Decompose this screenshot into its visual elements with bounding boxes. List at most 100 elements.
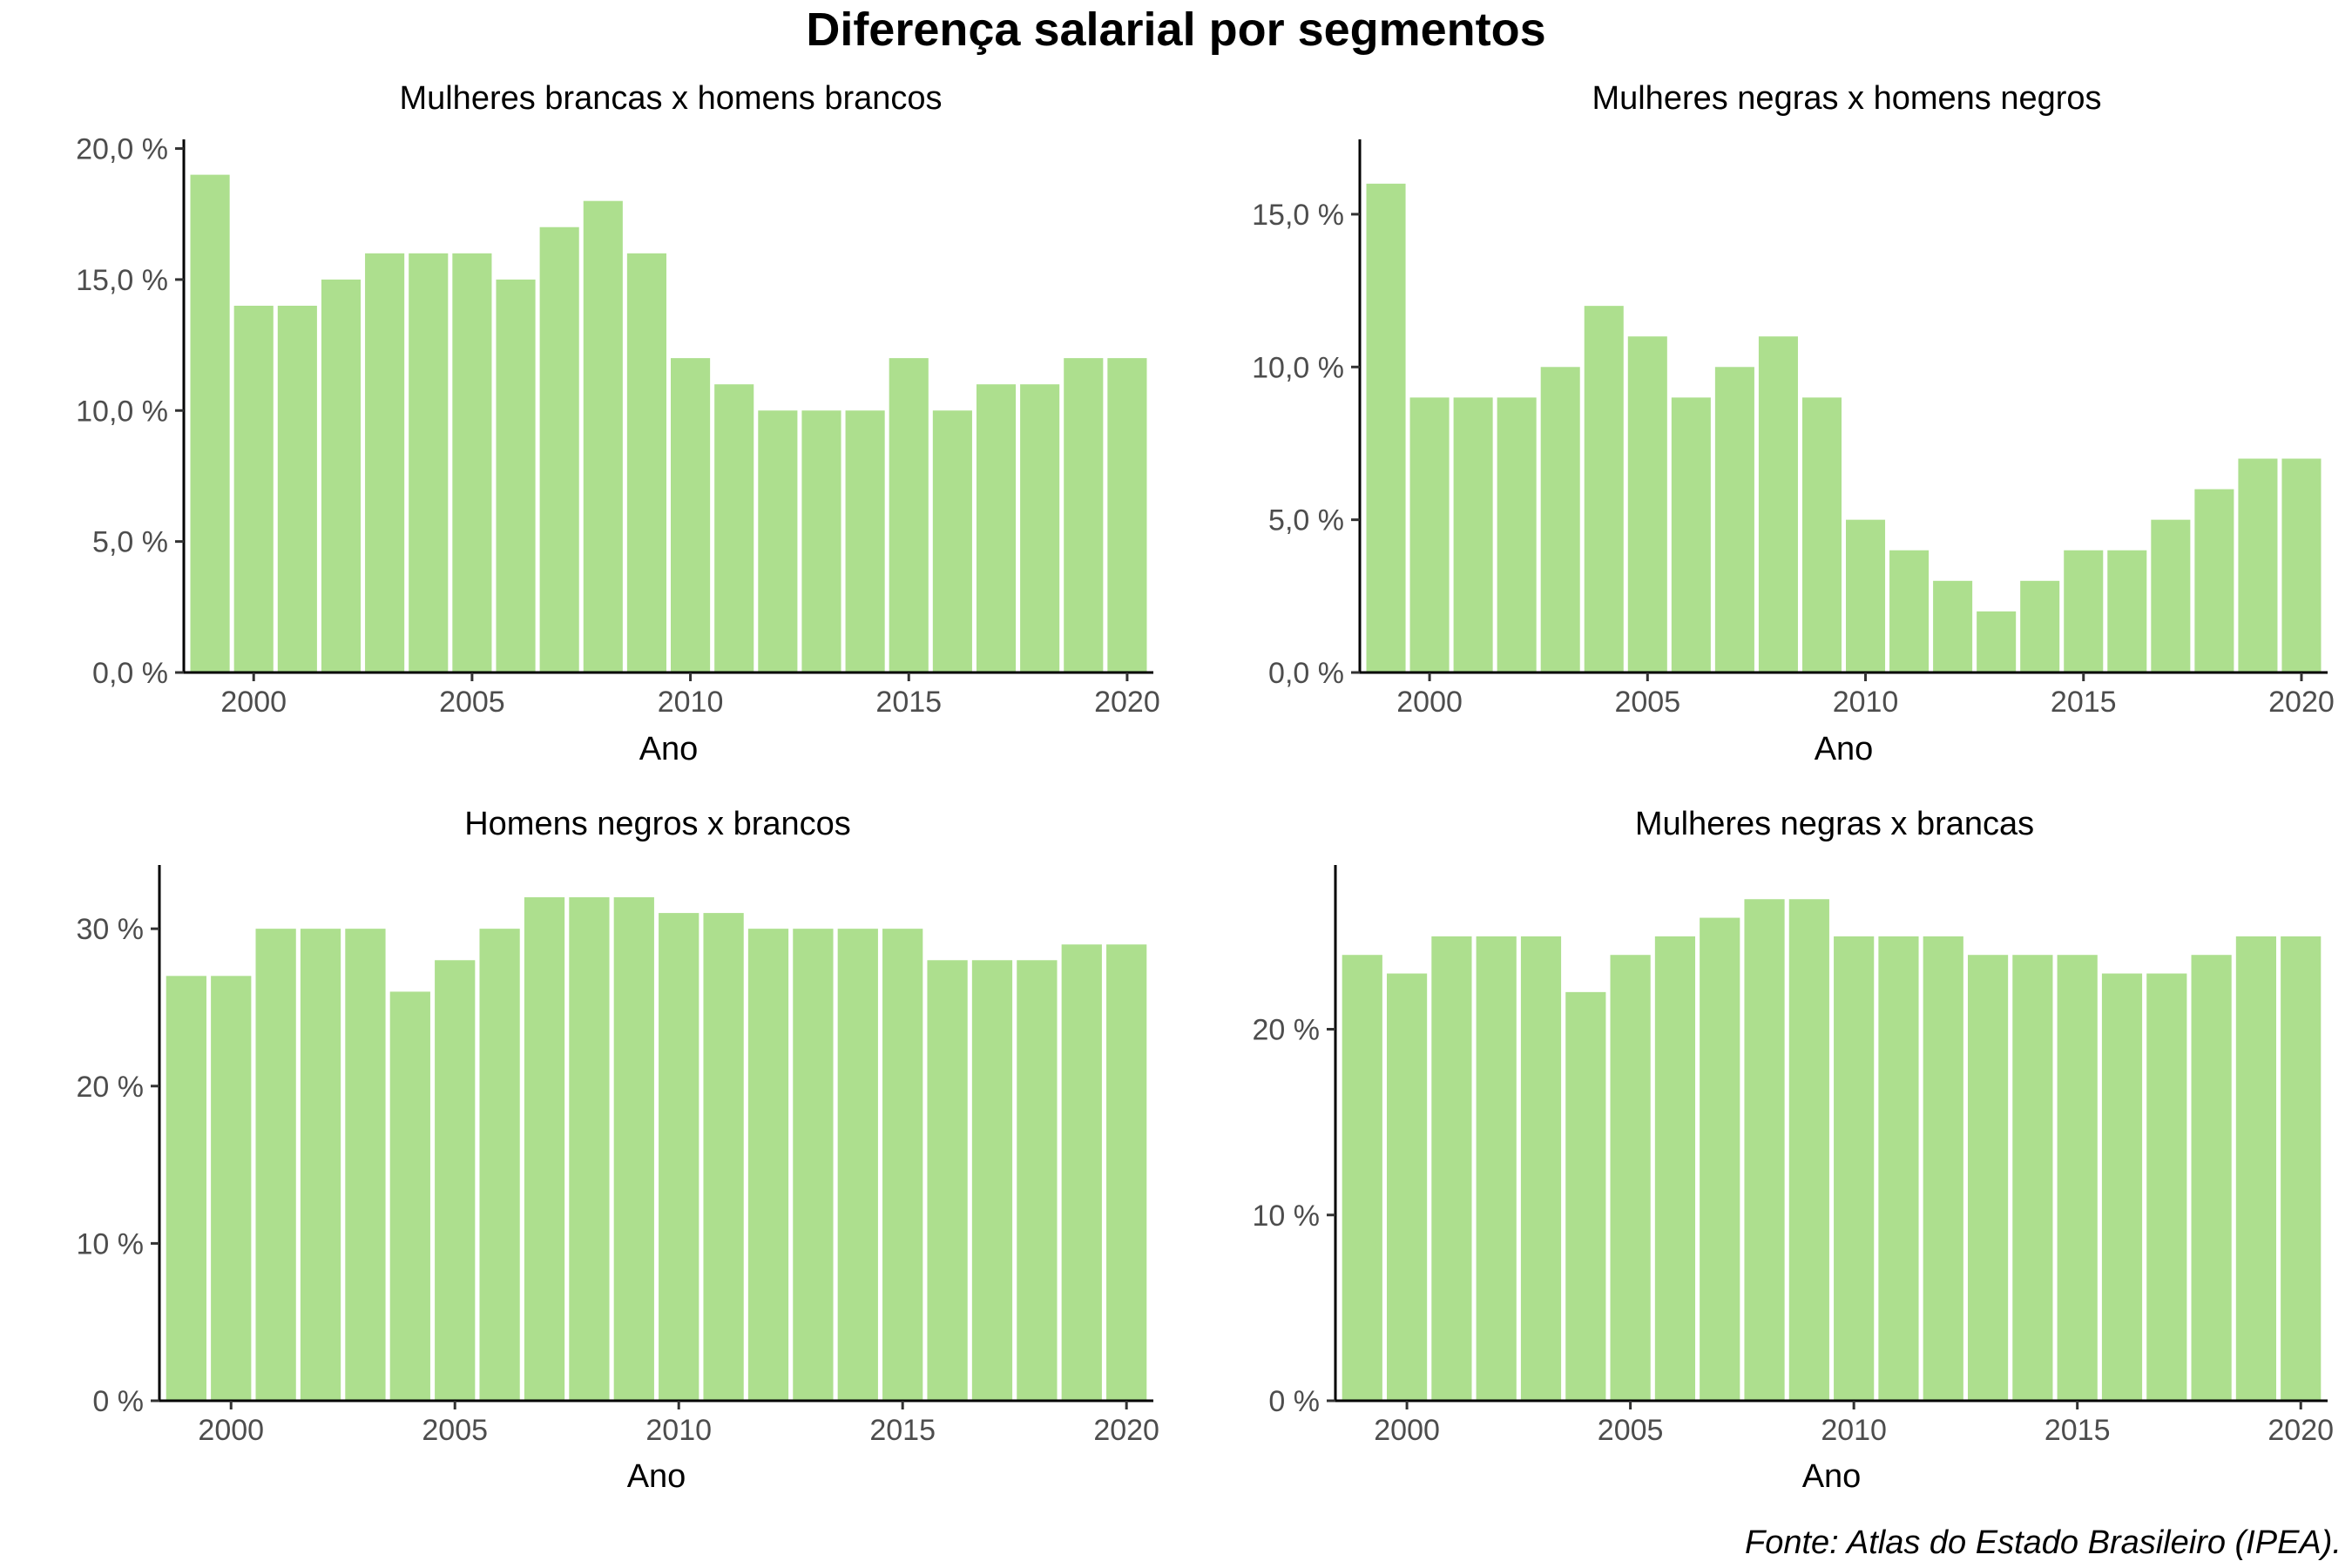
- bar-2016: [2107, 550, 2147, 672]
- bar-2018: [1017, 960, 1058, 1401]
- bar-2019: [2235, 936, 2276, 1401]
- bar-2005: [1610, 955, 1651, 1401]
- y-tick-label: 10,0 %: [76, 395, 168, 428]
- bar-2015: [2064, 550, 2104, 672]
- x-tick-label: 2000: [1374, 1414, 1440, 1447]
- bar-1999: [166, 976, 206, 1401]
- x-tick-label: 2000: [198, 1414, 264, 1447]
- x-tick-label: 2010: [658, 686, 724, 719]
- bar-2002: [300, 929, 341, 1401]
- bar-2006: [496, 279, 536, 672]
- chart-panel: Mulheres negras x homens negros 0,0 % 5,0 …: [1252, 80, 2335, 767]
- y-tick-label: 20 %: [1253, 1014, 1321, 1047]
- bar-2002: [321, 279, 362, 672]
- x-tick-label: 2015: [2044, 1414, 2111, 1447]
- y-tick-label: 5,0 %: [92, 526, 168, 559]
- bar-2006: [1671, 397, 1711, 672]
- y-tick-label: 0 %: [1268, 1385, 1320, 1418]
- bar-2009: [613, 897, 654, 1401]
- bar-2004: [1584, 306, 1624, 672]
- x-axis-title: Ano: [1815, 731, 1874, 767]
- bar-2008: [1744, 899, 1785, 1401]
- y-tick-label: 10 %: [77, 1227, 145, 1260]
- x-tick-label: 2015: [875, 686, 942, 719]
- bar-2008: [583, 200, 623, 673]
- x-tick-label: 2010: [1833, 686, 1899, 719]
- bar-2020: [1107, 358, 1147, 672]
- x-tick-label: 2020: [1093, 1414, 1159, 1447]
- bar-2001: [277, 305, 317, 672]
- bar-2019: [2238, 458, 2278, 672]
- y-tick-label: 20,0 %: [76, 133, 168, 166]
- y-tick-label: 15,0 %: [76, 264, 168, 297]
- bar-2019: [1064, 358, 1104, 672]
- bar-2004: [1565, 991, 1606, 1401]
- bar-2009: [1788, 899, 1829, 1401]
- bar-2012: [747, 929, 789, 1401]
- bar-2000: [1409, 397, 1450, 672]
- bar-2005: [452, 253, 492, 672]
- x-tick-label: 2020: [1094, 686, 1160, 719]
- bar-2008: [1758, 336, 1798, 672]
- x-tick-label: 2010: [645, 1414, 712, 1447]
- bar-2011: [1889, 550, 1930, 672]
- bar-2010: [1834, 936, 1875, 1401]
- bar-2011: [1878, 936, 1919, 1401]
- bar-2008: [569, 897, 610, 1401]
- bar-2007: [1700, 917, 1740, 1401]
- bar-2013: [793, 929, 834, 1401]
- panel-title: Mulheres brancas x homens brancos: [399, 80, 942, 117]
- x-tick-label: 2010: [1821, 1414, 1887, 1447]
- bar-2018: [2191, 955, 2232, 1401]
- bar-2017: [2151, 519, 2191, 672]
- bar-2015: [2057, 955, 2098, 1401]
- x-axis-title: Ano: [627, 1458, 686, 1495]
- bar-2011: [714, 384, 754, 672]
- bar-2017: [971, 960, 1013, 1401]
- bar-1999: [1342, 955, 1382, 1401]
- bar-2015: [882, 929, 923, 1401]
- bar-2003: [1540, 367, 1580, 672]
- bar-2002: [1497, 397, 1537, 672]
- y-tick-label: 0,0 %: [92, 657, 168, 690]
- x-tick-label: 2015: [869, 1414, 936, 1447]
- chart-panel: Mulheres brancas x homens brancos 0,0 % 5,…: [76, 80, 1160, 767]
- bar-2007: [524, 897, 565, 1401]
- bar-2017: [976, 384, 1017, 672]
- bar-2009: [626, 253, 666, 672]
- y-tick-label: 10 %: [1253, 1200, 1321, 1233]
- bar-2020: [2281, 936, 2322, 1401]
- bar-2016: [2101, 973, 2143, 1401]
- chart-panels: Mulheres brancas x homens brancos 0,0 % 5,…: [76, 80, 2335, 1495]
- bar-2004: [409, 253, 449, 672]
- x-axis-title: Ano: [1802, 1458, 1862, 1495]
- bar-2000: [233, 305, 274, 672]
- y-tick-label: 0 %: [92, 1385, 144, 1418]
- panel-title: Homens negros x brancos: [464, 806, 851, 842]
- bar-2018: [2194, 489, 2234, 672]
- bar-2017: [2146, 973, 2187, 1401]
- bar-2007: [539, 226, 579, 672]
- panel-title: Mulheres negras x brancas: [1635, 806, 2034, 842]
- y-tick-label: 5,0 %: [1268, 504, 1344, 537]
- bar-2016: [927, 960, 968, 1401]
- bar-2014: [2020, 580, 2060, 672]
- bar-2001: [1453, 397, 1493, 672]
- bar-2014: [845, 410, 885, 672]
- bar-2003: [1520, 936, 1562, 1401]
- bar-2012: [758, 410, 798, 672]
- bar-2016: [932, 410, 972, 672]
- bar-2015: [889, 358, 929, 672]
- bar-2012: [1933, 580, 1973, 672]
- bar-2010: [671, 358, 711, 672]
- y-tick-label: 15,0 %: [1252, 199, 1344, 232]
- bar-2010: [659, 913, 700, 1401]
- bar-2012: [1923, 936, 1963, 1401]
- x-tick-label: 2005: [422, 1414, 488, 1447]
- bar-2020: [1106, 944, 1147, 1401]
- x-tick-label: 2005: [439, 686, 505, 719]
- bar-2000: [1387, 973, 1428, 1401]
- bar-2002: [1476, 936, 1517, 1401]
- x-tick-label: 2000: [1396, 686, 1463, 719]
